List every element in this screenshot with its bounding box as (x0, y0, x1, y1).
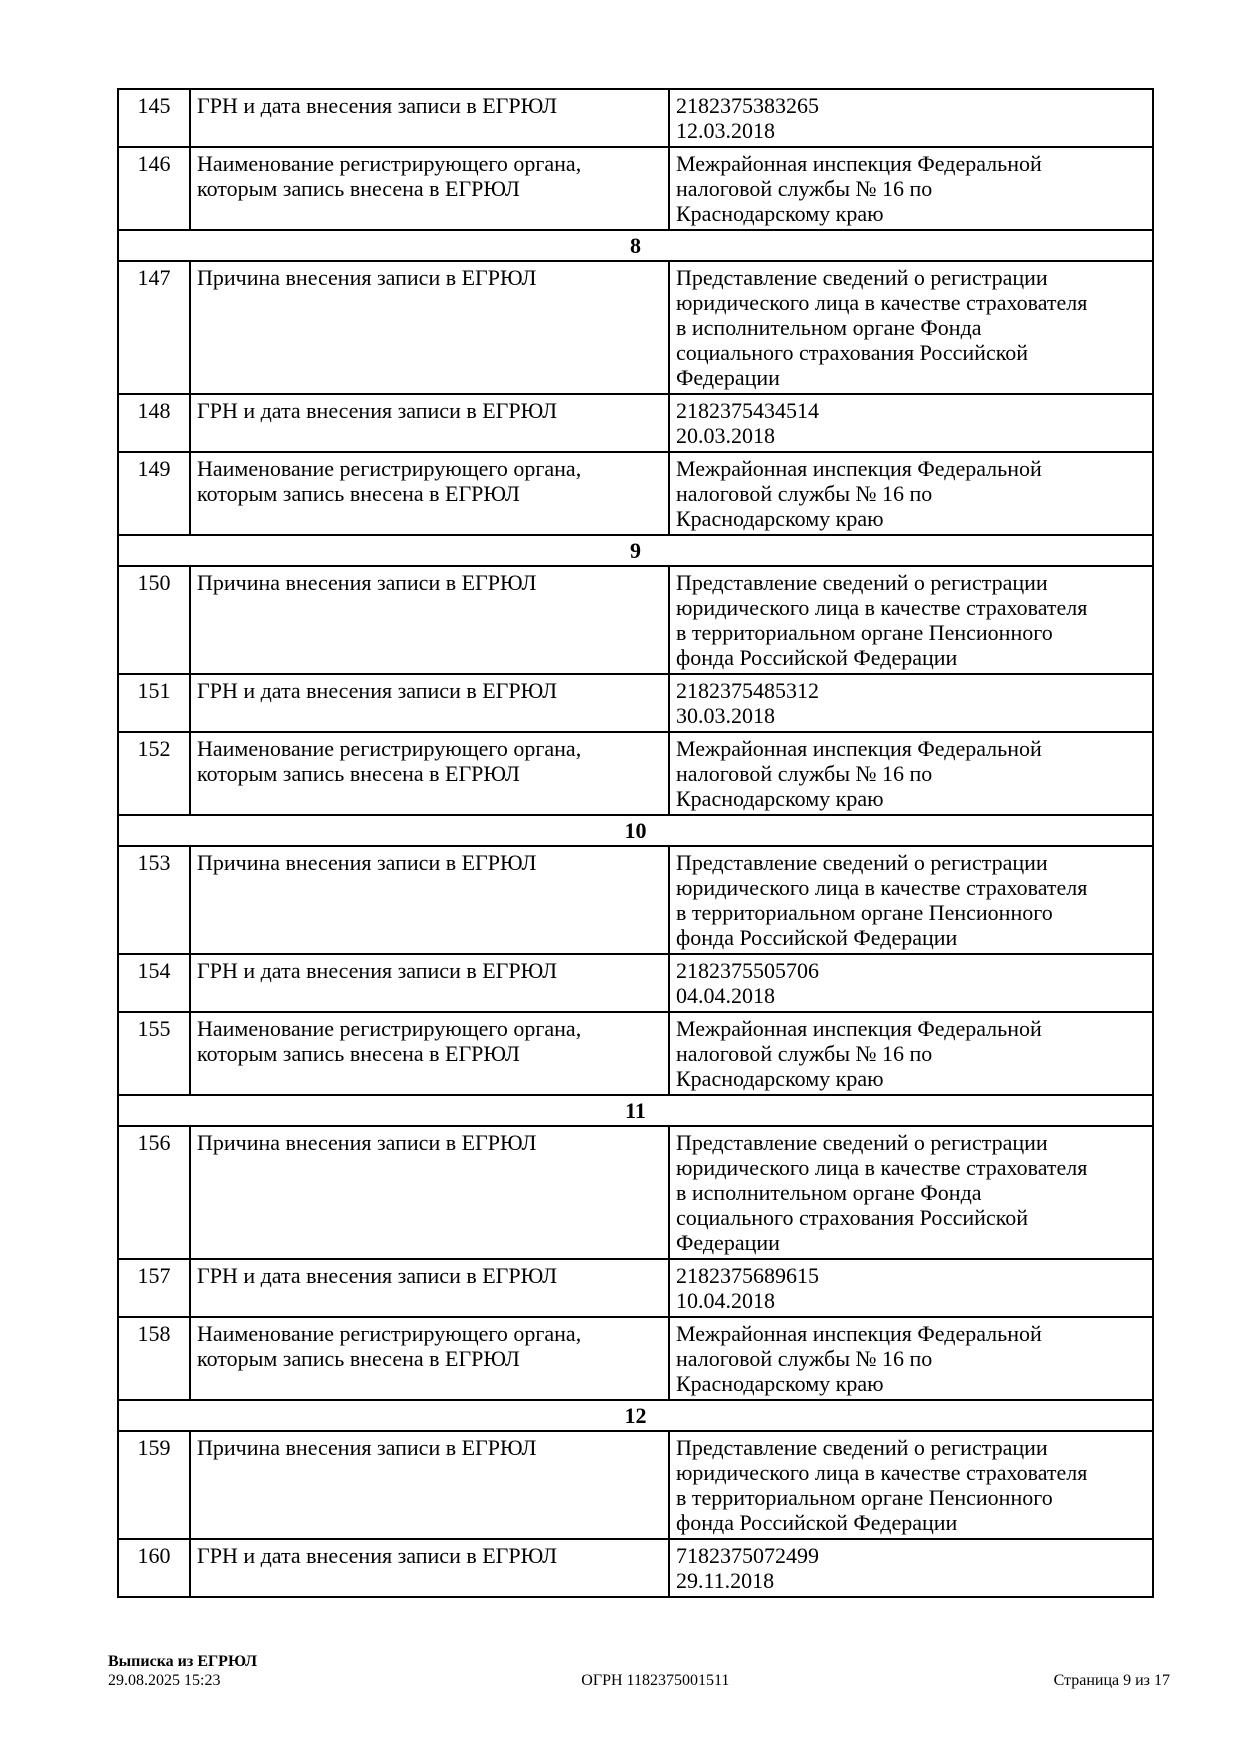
field-name-cell: ГРН и дата внесения записи в ЕГРЮЛ (189, 393, 670, 453)
field-name-cell: Наименование регистрирующего органа, кот… (189, 451, 670, 536)
field-value-cell: 2182375505706 04.04.2018 (668, 953, 1154, 1013)
section-number: 10 (117, 814, 1154, 847)
record-row: 160 ГРН и дата внесения записи в ЕГРЮЛ 718… (117, 1538, 1154, 1598)
section-number-row: 8 (117, 229, 1154, 262)
record-row: 157 ГРН и дата внесения записи в ЕГРЮЛ 218… (117, 1258, 1154, 1318)
row-number-cell: 145 (117, 88, 191, 148)
field-value-cell: Межрайонная инспекция Федеральной налого… (668, 1316, 1154, 1401)
field-value-cell: Межрайонная инспекция Федеральной налого… (668, 146, 1154, 231)
page-footer: Выписка из ЕГРЮЛ 29.08.2025 15:23 ОГРН 1… (108, 1652, 1170, 1690)
record-row: 151 ГРН и дата внесения записи в ЕГРЮЛ 218… (117, 673, 1154, 733)
record-row: 156 Причина внесения записи в ЕГРЮЛ Предст… (117, 1125, 1154, 1260)
field-value-cell: Представление сведений о регистрации юри… (668, 260, 1154, 395)
record-row: 154 ГРН и дата внесения записи в ЕГРЮЛ 218… (117, 953, 1154, 1013)
section-number: 11 (117, 1094, 1154, 1127)
row-number-cell: 158 (117, 1316, 191, 1401)
field-value-cell: 2182375485312 30.03.2018 (668, 673, 1154, 733)
row-number-cell: 146 (117, 146, 191, 231)
field-name-cell: ГРН и дата внесения записи в ЕГРЮЛ (189, 953, 670, 1013)
footer-doc-type: Выписка из ЕГРЮЛ (108, 1653, 258, 1670)
row-number-cell: 149 (117, 451, 191, 536)
row-number-cell: 156 (117, 1125, 191, 1260)
field-name-cell: Причина внесения записи в ЕГРЮЛ (189, 1430, 670, 1540)
record-row: 147 Причина внесения записи в ЕГРЮЛ Предст… (117, 260, 1154, 395)
footer-ogrn: ОГРН 1182375001511 (581, 1672, 730, 1689)
field-name-cell: Наименование регистрирующего органа, кот… (189, 1316, 670, 1401)
field-name-cell: ГРН и дата внесения записи в ЕГРЮЛ (189, 1258, 670, 1318)
section-number-row: 11 (117, 1094, 1154, 1127)
field-value-cell: 2182375434514 20.03.2018 (668, 393, 1154, 453)
record-row: 150 Причина внесения записи в ЕГРЮЛ Предст… (117, 565, 1154, 675)
field-value-cell: Межрайонная инспекция Федеральной налого… (668, 451, 1154, 536)
record-row: 148 ГРН и дата внесения записи в ЕГРЮЛ 218… (117, 393, 1154, 453)
row-number-cell: 148 (117, 393, 191, 453)
field-value-cell: Представление сведений о регистрации юри… (668, 1125, 1154, 1260)
field-name-cell: Причина внесения записи в ЕГРЮЛ (189, 1125, 670, 1260)
egrul-records-table: 145 ГРН и дата внесения записи в ЕГРЮЛ 218… (117, 88, 1154, 1598)
section-number: 8 (117, 229, 1154, 262)
row-number-cell: 155 (117, 1011, 191, 1096)
record-row: 152 Наименование регистрирующего органа, … (117, 731, 1154, 816)
row-number-cell: 147 (117, 260, 191, 395)
field-value-cell: 2182375383265 12.03.2018 (668, 88, 1154, 148)
field-name-cell: Причина внесения записи в ЕГРЮЛ (189, 565, 670, 675)
field-value-cell: 2182375689615 10.04.2018 (668, 1258, 1154, 1318)
footer-page-number: Страница 9 из 17 (1053, 1672, 1170, 1689)
row-number-cell: 157 (117, 1258, 191, 1318)
field-value-cell: Межрайонная инспекция Федеральной налого… (668, 1011, 1154, 1096)
row-number-cell: 150 (117, 565, 191, 675)
section-number-row: 9 (117, 534, 1154, 567)
record-row: 158 Наименование регистрирующего органа, … (117, 1316, 1154, 1401)
field-name-cell: ГРН и дата внесения записи в ЕГРЮЛ (189, 673, 670, 733)
record-row: 155 Наименование регистрирующего органа, … (117, 1011, 1154, 1096)
field-name-cell: Наименование регистрирующего органа, кот… (189, 146, 670, 231)
field-value-cell: Представление сведений о регистрации юри… (668, 1430, 1154, 1540)
row-number-cell: 151 (117, 673, 191, 733)
field-name-cell: Причина внесения записи в ЕГРЮЛ (189, 845, 670, 955)
footer-left-block: Выписка из ЕГРЮЛ 29.08.2025 15:23 (108, 1652, 257, 1690)
section-number-row: 10 (117, 814, 1154, 847)
record-row: 146 Наименование регистрирующего органа, … (117, 146, 1154, 231)
row-number-cell: 154 (117, 953, 191, 1013)
footer-datetime: 29.08.2025 15:23 (108, 1672, 221, 1689)
field-value-cell: Представление сведений о регистрации юри… (668, 845, 1154, 955)
row-number-cell: 159 (117, 1430, 191, 1540)
section-number: 12 (117, 1399, 1154, 1432)
field-value-cell: Межрайонная инспекция Федеральной налого… (668, 731, 1154, 816)
section-number: 9 (117, 534, 1154, 567)
record-row: 153 Причина внесения записи в ЕГРЮЛ Предст… (117, 845, 1154, 955)
section-number-row: 12 (117, 1399, 1154, 1432)
record-row: 149 Наименование регистрирующего органа, … (117, 451, 1154, 536)
field-name-cell: Наименование регистрирующего органа, кот… (189, 731, 670, 816)
field-name-cell: Причина внесения записи в ЕГРЮЛ (189, 260, 670, 395)
row-number-cell: 160 (117, 1538, 191, 1598)
row-number-cell: 152 (117, 731, 191, 816)
field-name-cell: ГРН и дата внесения записи в ЕГРЮЛ (189, 88, 670, 148)
record-row: 145 ГРН и дата внесения записи в ЕГРЮЛ 218… (117, 88, 1154, 148)
field-value-cell: Представление сведений о регистрации юри… (668, 565, 1154, 675)
field-name-cell: Наименование регистрирующего органа, кот… (189, 1011, 670, 1096)
record-row: 159 Причина внесения записи в ЕГРЮЛ Предст… (117, 1430, 1154, 1540)
field-value-cell: 7182375072499 29.11.2018 (668, 1538, 1154, 1598)
field-name-cell: ГРН и дата внесения записи в ЕГРЮЛ (189, 1538, 670, 1598)
row-number-cell: 153 (117, 845, 191, 955)
